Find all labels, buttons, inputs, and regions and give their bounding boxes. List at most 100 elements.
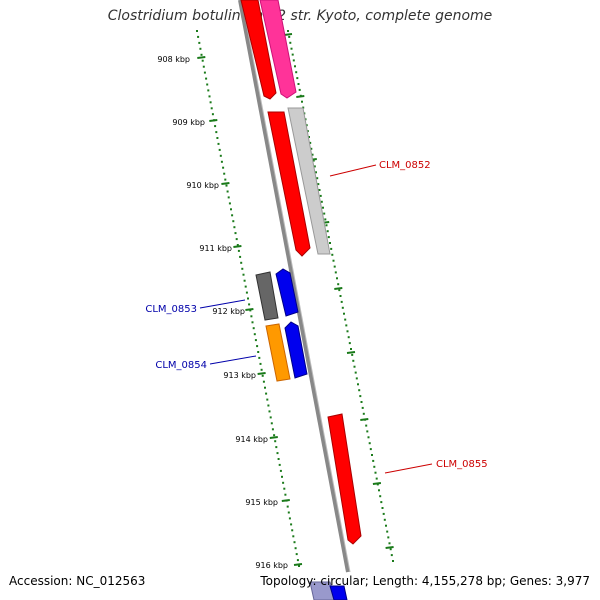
left-track-dot: [230, 208, 232, 211]
left-track-dot: [276, 452, 279, 455]
left-track-dot: [218, 148, 221, 151]
left-track-dot: [220, 160, 223, 163]
left-track-dot: [242, 273, 245, 276]
right-track-dot: [324, 218, 327, 221]
left-track-dot: [207, 89, 210, 92]
left-track-dot: [265, 392, 268, 395]
left-track-dot: [211, 113, 214, 116]
right-track-dot: [355, 377, 358, 380]
left-track-dot: [267, 404, 270, 407]
right-track-dot: [309, 141, 312, 144]
right-track-dot: [334, 271, 337, 274]
right-track-dot: [366, 430, 369, 433]
right-track-dot: [348, 342, 351, 345]
right-track-dot: [380, 501, 383, 504]
right-track-dot: [336, 277, 338, 280]
left-track-dot: [214, 125, 217, 128]
right-track-dot: [333, 265, 336, 268]
genome-backbone-highlight: [241, 0, 351, 573]
right-major-tick: [283, 33, 293, 36]
left-track-dot: [271, 428, 274, 431]
left-track-dot: [202, 65, 205, 68]
left-track-dot: [222, 166, 225, 169]
left-track-dot: [205, 77, 208, 80]
left-track-dot: [253, 333, 256, 336]
left-track-dot: [237, 249, 240, 252]
left-track-dot: [243, 279, 246, 282]
left-track-dot: [277, 458, 280, 460]
left-track-dot: [248, 303, 251, 306]
left-track-dot: [275, 446, 278, 449]
left-major-tick: [233, 245, 242, 248]
left-track-dot: [223, 172, 226, 175]
right-track-dot: [382, 512, 385, 515]
gene-features[interactable]: [240, 0, 362, 600]
right-major-tick: [346, 351, 356, 354]
right-track-dot: [386, 530, 389, 533]
left-track-dot: [206, 83, 209, 86]
left-track-dot: [219, 154, 222, 157]
left-track-dot: [295, 553, 298, 556]
gene-blue-1[interactable]: [275, 268, 299, 317]
right-track-dot: [352, 359, 355, 362]
tick-label-916: 916 kbp: [255, 561, 288, 570]
right-track-dot: [344, 318, 347, 321]
tick-label-915: 915 kbp: [245, 498, 278, 507]
left-track-dot: [279, 469, 282, 472]
right-track-dot: [362, 412, 365, 415]
genome-summary: Topology: circular; Length: 4,155,278 bp…: [260, 574, 590, 588]
right-track-dot: [345, 324, 348, 327]
right-track-dot: [347, 336, 350, 339]
gene-red-bottom[interactable]: [327, 413, 362, 545]
gene-red-top[interactable]: [240, 0, 277, 100]
gene-blue-2[interactable]: [284, 321, 308, 379]
right-track-dot: [287, 30, 289, 32]
right-track-dot: [379, 495, 382, 498]
gene-orange[interactable]: [265, 323, 291, 382]
right-track-dot: [369, 448, 372, 451]
gene-grey[interactable]: [287, 107, 331, 255]
gene-blue-bottom[interactable]: [329, 585, 348, 600]
map-title: Clostridium botulinum A2 str. Kyoto, com…: [107, 8, 493, 24]
gene-red-2[interactable]: [267, 111, 311, 257]
left-track-dot: [252, 327, 255, 330]
tick-label-911: 911 kbp: [199, 244, 232, 253]
genome-backbone: [238, 0, 350, 573]
left-track-dot: [254, 339, 257, 342]
left-track-dot: [227, 196, 230, 199]
right-track-dot: [338, 289, 341, 292]
left-major-tick: [293, 563, 303, 566]
right-track-dot: [295, 71, 298, 74]
left-major-tick: [245, 308, 254, 311]
left-track-dot: [262, 380, 265, 383]
gene-dark-grey[interactable]: [255, 271, 279, 321]
right-track-dot: [353, 365, 356, 368]
right-track-dot: [374, 471, 377, 474]
right-track-dot: [388, 542, 391, 545]
left-track-dot: [286, 505, 289, 508]
left-track-dot: [283, 487, 286, 490]
left-track-dot: [270, 422, 273, 425]
tick-label-914: 914 kbp: [235, 435, 268, 444]
right-track-dot: [298, 88, 301, 91]
right-track-dot: [301, 100, 303, 103]
left-track-dot: [228, 202, 231, 205]
left-track-dot: [210, 107, 213, 110]
left-track-dot: [261, 374, 264, 377]
left-track-dot: [257, 351, 260, 353]
left-track-dot: [201, 59, 204, 62]
right-track-dot: [365, 424, 368, 427]
left-track-dot: [235, 238, 238, 241]
left-track-dot: [199, 47, 202, 50]
gene-pink-top[interactable]: [259, 0, 297, 99]
left-track-dot: [266, 398, 269, 401]
right-major-tick: [372, 482, 382, 485]
right-track-dot: [387, 536, 390, 539]
right-track-dot: [310, 147, 313, 150]
right-track-dot: [319, 194, 322, 197]
right-track-dot: [297, 83, 300, 85]
right-track-dot: [326, 230, 329, 233]
right-track-dot: [294, 65, 296, 68]
gene-lavender[interactable]: [309, 581, 337, 600]
